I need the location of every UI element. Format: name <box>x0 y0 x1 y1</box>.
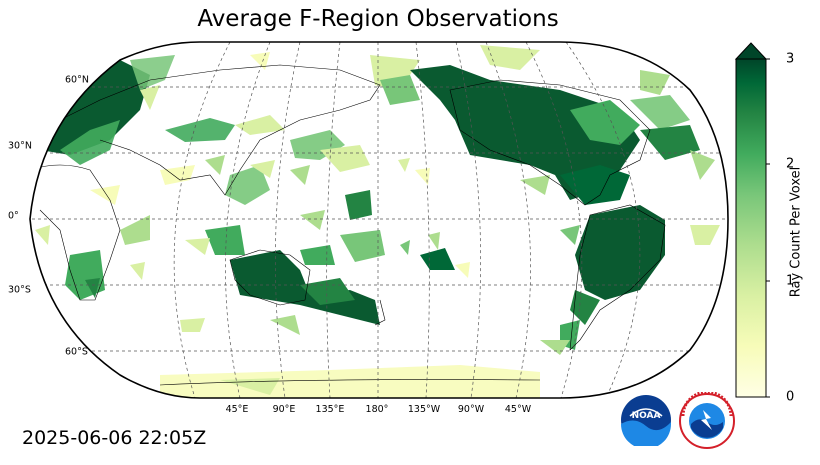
lat-label-60n: 60°N <box>65 74 89 86</box>
gridlines <box>30 42 728 398</box>
map-title: Average F-Region Observations <box>197 6 559 32</box>
colorbar-tick-2: 2 <box>786 156 795 172</box>
ray-count-patches <box>35 45 720 398</box>
lon-label-45w: 45°W <box>504 404 532 415</box>
nws-logo <box>677 390 737 454</box>
colorbar-tick-3: 3 <box>786 51 795 67</box>
colorbar-extend-arrow <box>734 42 768 60</box>
colorbar <box>734 42 770 398</box>
colorbar-tick-0: 0 <box>786 389 795 405</box>
timestamp: 2025-06-06 22:05Z <box>22 427 207 449</box>
noaa-logo: NOAA <box>620 394 672 450</box>
colorbar-label: Ray Count Per Voxel <box>788 166 804 298</box>
lat-label-60s: 60°S <box>65 346 88 358</box>
lon-label-90e: 90°E <box>272 404 296 415</box>
map-content <box>30 42 728 398</box>
colorbar-bar <box>735 58 767 398</box>
lon-label-90w: 90°W <box>457 404 485 415</box>
colorbar-tick-1: 1 <box>786 273 795 289</box>
patch-south-america <box>575 205 665 300</box>
lon-label-135e: 135°E <box>315 404 345 415</box>
lat-label-30s: 30°S <box>8 284 31 296</box>
svg-text:NOAA: NOAA <box>632 411 661 421</box>
coastlines <box>30 64 666 386</box>
lon-label-45e: 45°E <box>225 404 249 415</box>
patch-europe <box>40 60 150 155</box>
patch-north-america <box>410 65 640 200</box>
lon-label-180: 180° <box>365 404 389 415</box>
lat-label-30n: 30°N <box>8 140 32 152</box>
patch-central-asia <box>165 118 235 142</box>
globe-outline <box>29 41 729 399</box>
lon-label-135w: 135°W <box>407 404 441 415</box>
lat-label-equator: 0° <box>8 210 19 222</box>
